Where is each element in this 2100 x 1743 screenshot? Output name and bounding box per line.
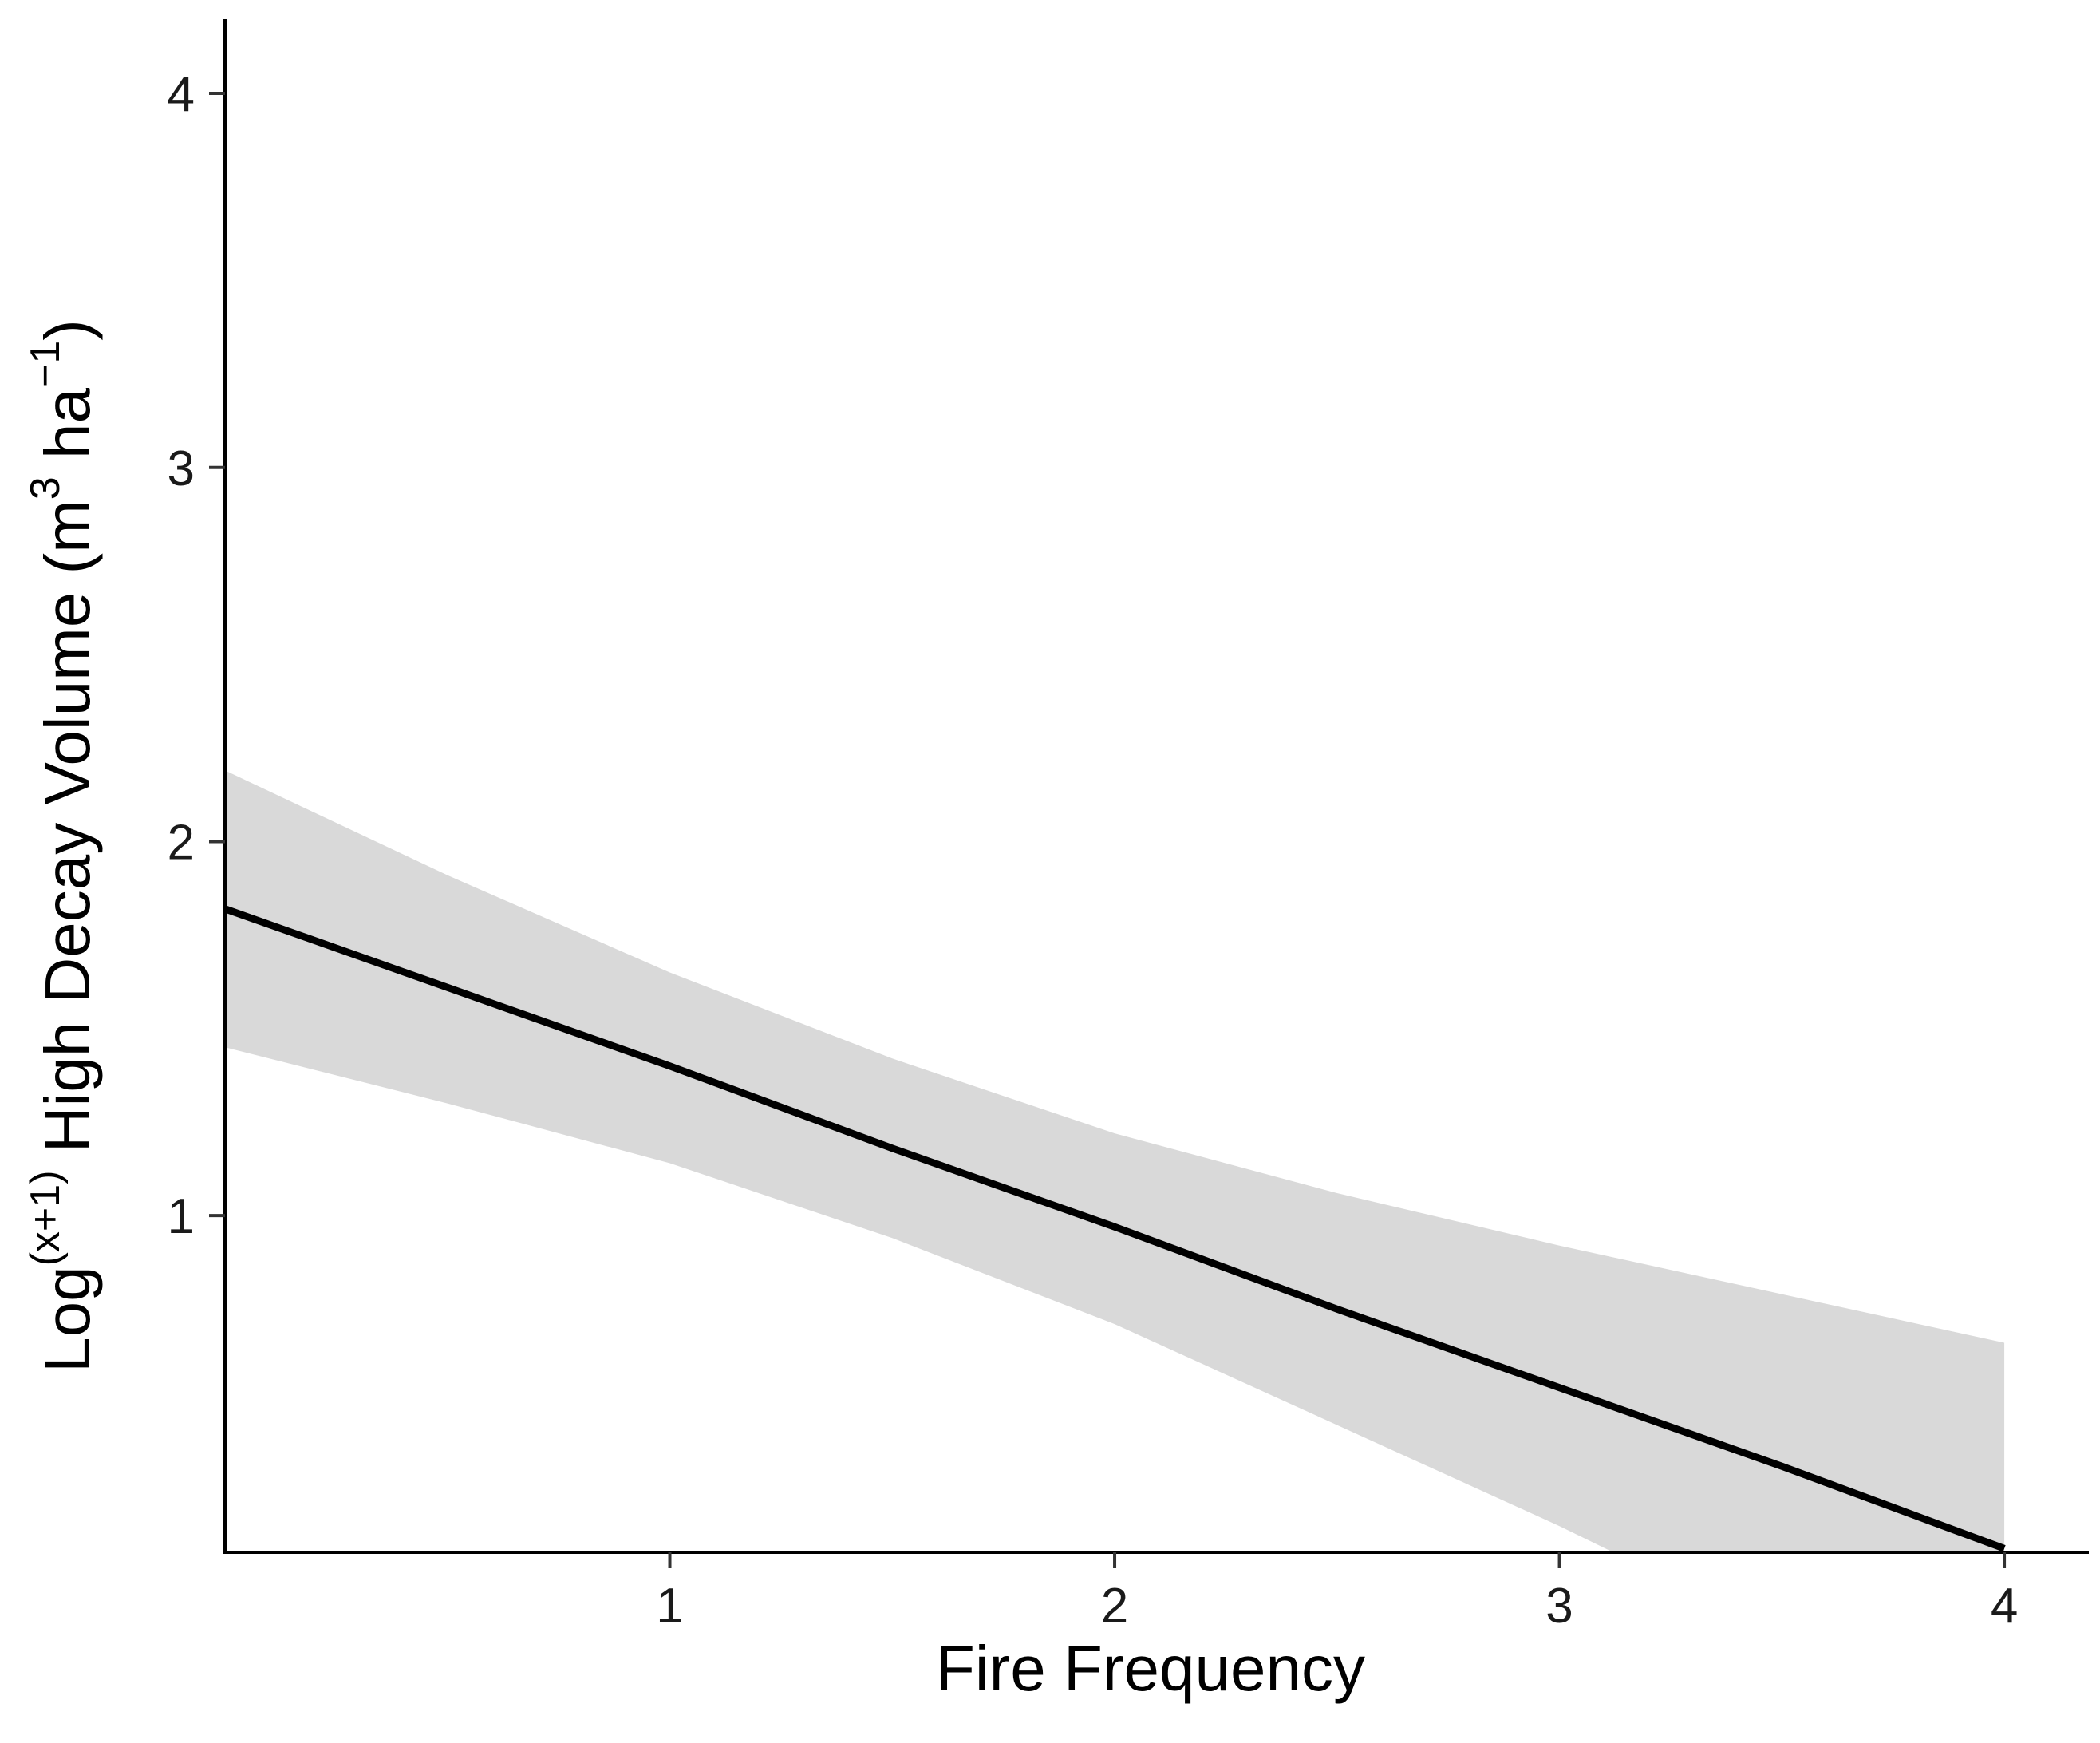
fitted-line xyxy=(225,905,2006,1552)
y-axis-title-unit-sup1: 3 xyxy=(22,476,69,500)
y-tick-label: 3 xyxy=(168,441,195,496)
y-axis-title-superscript: (x+1) xyxy=(22,1170,69,1266)
y-tick-label: 4 xyxy=(168,67,195,122)
y-axis-title-prefix: Log xyxy=(32,1266,103,1372)
y-axis-ticks: 1 2 3 4 xyxy=(168,67,225,1244)
x-tick-label: 1 xyxy=(656,1579,683,1634)
axes xyxy=(223,19,2089,1554)
y-axis-title: Log(x+1) High Decay Volume (m3 ha−1) xyxy=(22,319,103,1373)
y-axis-title-middle: ha xyxy=(32,388,103,477)
y-tick-label: 2 xyxy=(168,815,195,870)
confidence-band xyxy=(225,770,2005,1552)
y-tick-label: 1 xyxy=(168,1189,195,1244)
y-axis-title-suffix: ) xyxy=(32,319,103,341)
x-tick-label: 2 xyxy=(1101,1579,1128,1634)
x-tick-label: 3 xyxy=(1545,1579,1573,1634)
x-tick-label: 4 xyxy=(1991,1579,2018,1634)
x-axis-ticks: 1 2 3 4 xyxy=(656,1552,2018,1634)
y-axis-title-main: High Decay Volume (m xyxy=(32,500,103,1170)
y-axis-title-unit-sup2: −1 xyxy=(22,341,69,388)
x-axis-title: Fire Frequency xyxy=(936,1633,1365,1704)
plot-area xyxy=(225,770,2006,1552)
